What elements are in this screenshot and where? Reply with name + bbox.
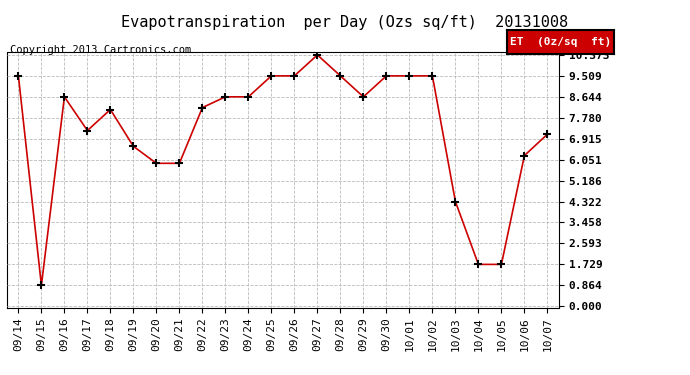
Text: ET  (0z/sq  ft): ET (0z/sq ft): [510, 37, 611, 47]
Text: Evapotranspiration  per Day (Ozs sq/ft)  20131008: Evapotranspiration per Day (Ozs sq/ft) 2…: [121, 15, 569, 30]
Text: Copyright 2013 Cartronics.com: Copyright 2013 Cartronics.com: [10, 45, 192, 55]
